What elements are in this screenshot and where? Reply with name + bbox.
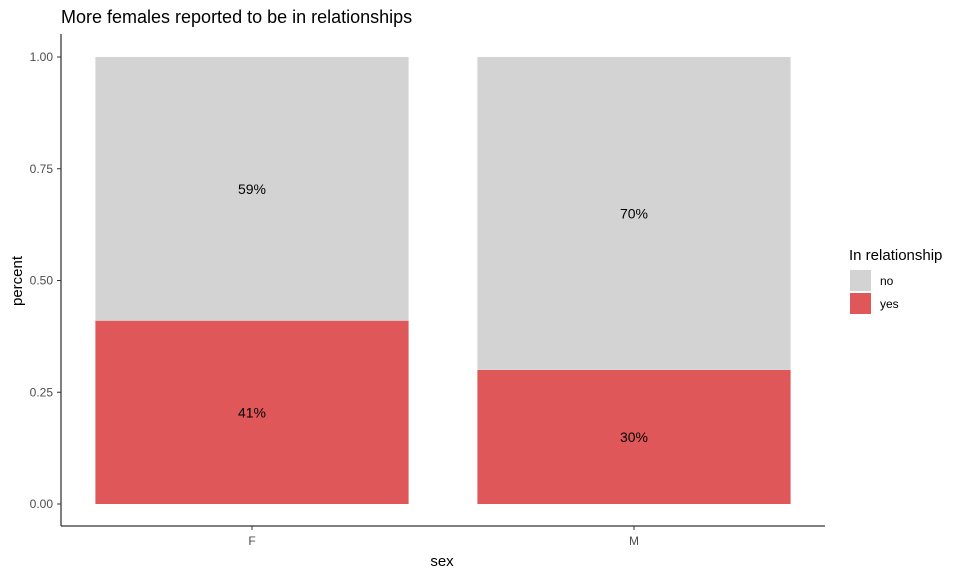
legend-label-yes: yes: [880, 297, 899, 311]
bar-F-no: [95, 57, 409, 321]
y-axis-title: percent: [9, 255, 26, 306]
legend-key-no: [850, 270, 871, 291]
legend: In relationship no yes: [849, 247, 942, 314]
y-tick-label: 1.00: [30, 50, 54, 64]
x-axis-title: sex: [430, 553, 454, 570]
y-tick-label: 0.75: [30, 162, 54, 176]
plot-area: 41% 59% 30% 70%: [95, 57, 791, 504]
data-label-M-no: 70%: [620, 205, 648, 221]
bar-F-yes: [95, 320, 409, 504]
legend-label-no: no: [880, 274, 894, 288]
legend-key-yes: [850, 293, 871, 314]
x-tick-label-F: F: [248, 534, 255, 548]
data-label-M-yes: 30%: [620, 429, 648, 445]
y-axis: 0.00 0.25 0.50 0.75 1.00: [30, 34, 62, 526]
bar-M-no: [477, 57, 791, 370]
y-tick-label: 0.00: [30, 497, 54, 511]
data-label-F-yes: 41%: [238, 404, 266, 420]
bar-M-yes: [477, 369, 791, 504]
data-label-F-no: 59%: [238, 181, 266, 197]
chart-title: More females reported to be in relations…: [61, 7, 412, 27]
x-tick-label-M: M: [629, 534, 639, 548]
y-tick-label: 0.50: [30, 274, 54, 288]
y-tick-label: 0.25: [30, 385, 54, 399]
legend-title: In relationship: [849, 247, 942, 264]
